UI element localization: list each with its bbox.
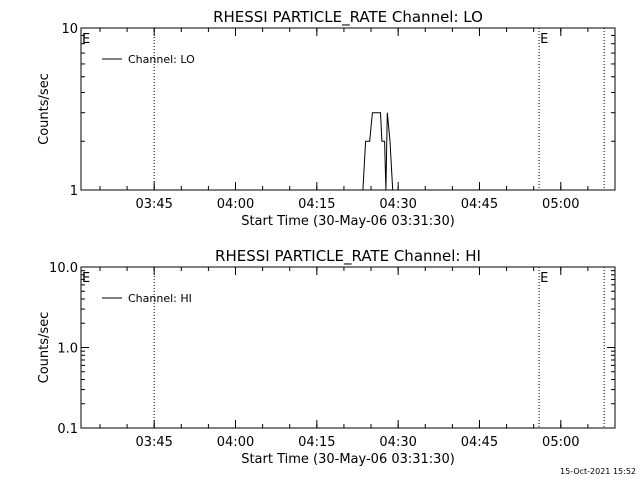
series-line	[362, 112, 395, 191]
panel-lo-channel: RHESSI PARTICLE_RATE Channel: LO Start Ti…	[37, 8, 616, 229]
y-tick-label: 1.0	[57, 342, 78, 357]
time-marker-label: E	[540, 32, 548, 47]
x-tick-label: 05:00	[542, 435, 579, 450]
x-tick-label: 05:00	[542, 197, 579, 212]
chart-title: RHESSI PARTICLE_RATE Channel: LO	[213, 8, 483, 27]
legend-label: Channel: HI	[128, 292, 192, 305]
x-tick-label: 03:45	[135, 197, 172, 212]
x-tick-label: 03:45	[135, 435, 172, 450]
x-axis-label: Start Time (30-May-06 03:31:30)	[241, 214, 455, 229]
chart-title: RHESSI PARTICLE_RATE Channel: HI	[215, 247, 481, 266]
x-tick-label: 04:45	[461, 197, 498, 212]
y-axis-label: Counts/sec	[37, 73, 52, 145]
y-tick-label: 10	[61, 22, 78, 37]
x-tick-label: 04:30	[379, 197, 416, 212]
x-tick-label: 04:00	[217, 197, 254, 212]
time-marker-label: E	[82, 271, 90, 286]
time-marker-label: E	[540, 271, 548, 286]
y-tick-label: 10.0	[49, 261, 78, 276]
y-tick-label: 1	[70, 184, 78, 199]
x-tick-label: 04:00	[217, 435, 254, 450]
legend-label: Channel: LO	[128, 53, 195, 66]
x-tick-label: 04:15	[298, 435, 335, 450]
y-tick-label: 0.1	[57, 422, 78, 437]
panel-hi-channel: RHESSI PARTICLE_RATE Channel: HI Start Ti…	[37, 247, 616, 467]
x-tick-label: 04:45	[461, 435, 498, 450]
plot-timestamp: 15-Oct-2021 15:52	[560, 467, 636, 476]
time-marker-label: E	[82, 32, 90, 47]
x-tick-label: 04:15	[298, 197, 335, 212]
x-axis-label: Start Time (30-May-06 03:31:30)	[241, 452, 455, 467]
y-axis-label: Counts/sec	[37, 312, 52, 384]
x-tick-label: 04:30	[379, 435, 416, 450]
